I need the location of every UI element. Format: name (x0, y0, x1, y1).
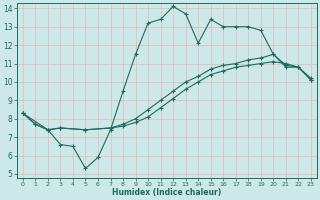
X-axis label: Humidex (Indice chaleur): Humidex (Indice chaleur) (112, 188, 221, 197)
